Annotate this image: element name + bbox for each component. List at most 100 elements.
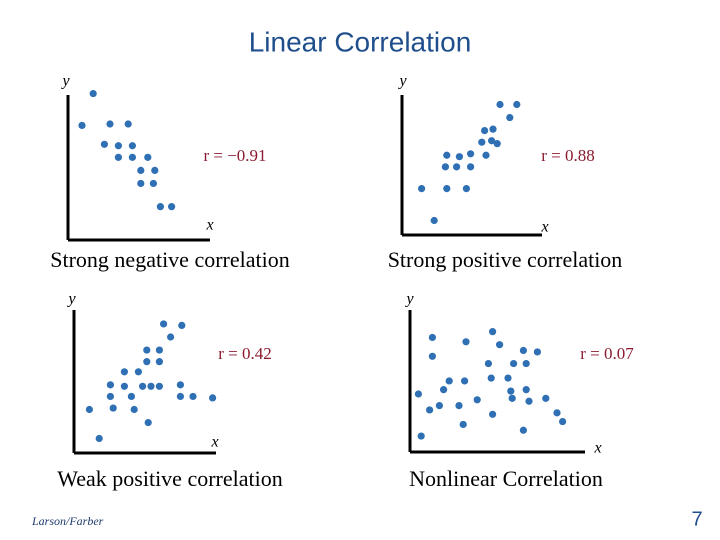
point — [493, 140, 501, 148]
point — [478, 138, 486, 146]
point — [455, 153, 463, 161]
point — [507, 387, 515, 395]
point — [128, 153, 136, 161]
point — [127, 392, 135, 401]
point — [522, 386, 530, 394]
x-axis-label: x — [205, 217, 213, 234]
point — [559, 417, 567, 426]
point — [137, 179, 145, 188]
point — [506, 113, 514, 122]
point — [155, 358, 163, 366]
point — [134, 368, 142, 376]
point — [428, 333, 436, 342]
point — [489, 125, 497, 133]
point — [542, 394, 550, 402]
point — [445, 377, 453, 385]
point — [453, 163, 461, 171]
point — [467, 163, 475, 171]
point — [484, 359, 492, 368]
point — [435, 402, 443, 410]
point — [178, 321, 186, 329]
point — [106, 392, 114, 401]
chart-caption: Strong positive correlation — [388, 247, 623, 272]
point — [519, 426, 528, 434]
r-annotation: r = −0.91 — [203, 146, 266, 165]
point — [440, 386, 448, 394]
point — [513, 100, 521, 109]
point — [156, 203, 164, 211]
point — [441, 163, 449, 171]
footer: Larson/Farber — [31, 514, 104, 528]
chart-caption: Nonlinear Correlation — [409, 466, 603, 491]
point — [525, 397, 533, 405]
point — [459, 420, 467, 429]
point — [417, 432, 425, 440]
point — [189, 392, 197, 401]
point — [462, 185, 470, 193]
point — [167, 333, 175, 341]
point — [114, 153, 122, 161]
point — [176, 392, 184, 401]
point — [489, 328, 497, 336]
point — [496, 341, 504, 349]
chart-caption: Strong negative correlation — [50, 247, 289, 272]
point — [519, 346, 528, 355]
point — [489, 410, 497, 418]
point — [176, 381, 184, 389]
point — [428, 352, 436, 360]
point — [128, 142, 136, 150]
point — [100, 140, 108, 148]
point — [488, 137, 496, 145]
point — [430, 216, 438, 225]
point — [553, 409, 561, 417]
point — [124, 120, 132, 128]
point — [461, 377, 469, 385]
page-number: 7 — [691, 508, 702, 530]
point — [481, 127, 489, 135]
point — [155, 382, 163, 390]
point — [137, 166, 145, 174]
point — [151, 166, 159, 174]
point — [139, 382, 147, 390]
x-axis-label: x — [593, 440, 601, 457]
point — [114, 142, 122, 150]
point — [455, 402, 463, 410]
r-annotation: r = 0.07 — [580, 344, 634, 363]
slide-title: Linear Correlation — [249, 26, 472, 57]
point — [144, 153, 152, 161]
point — [143, 358, 151, 366]
y-axis-label: y — [66, 291, 76, 308]
point — [496, 100, 504, 109]
point — [482, 151, 490, 159]
r-annotation: r = 0.42 — [218, 344, 272, 363]
point — [508, 394, 516, 402]
point — [522, 359, 530, 368]
point — [130, 405, 138, 414]
point — [155, 346, 163, 354]
point — [209, 394, 217, 402]
point — [85, 405, 93, 414]
point — [106, 381, 114, 389]
point — [106, 120, 114, 128]
point — [443, 185, 451, 193]
point — [462, 338, 470, 346]
y-axis-label: y — [404, 291, 414, 308]
point — [473, 396, 481, 404]
point — [509, 359, 518, 368]
chart-caption: Weak positive correlation — [57, 466, 282, 491]
point — [504, 374, 512, 382]
point — [144, 418, 152, 427]
point — [120, 382, 128, 390]
point — [109, 404, 117, 412]
point — [533, 348, 542, 356]
r-annotation: r = 0.88 — [541, 146, 595, 165]
y-axis-label: y — [60, 73, 70, 90]
point — [487, 374, 495, 382]
point — [443, 151, 451, 159]
y-axis-label: y — [397, 73, 407, 90]
point — [95, 434, 103, 443]
point — [120, 368, 128, 376]
point — [168, 203, 176, 211]
point — [149, 179, 157, 188]
